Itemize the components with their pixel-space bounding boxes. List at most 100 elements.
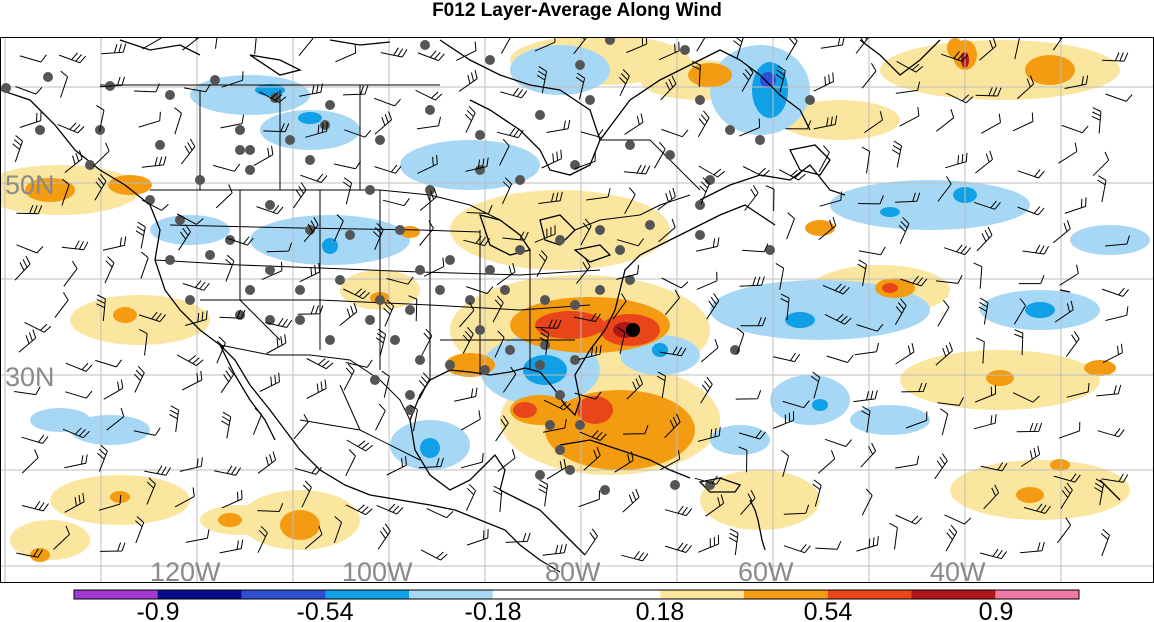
wind-barb — [781, 450, 790, 478]
wind-barb — [583, 446, 601, 471]
wind-barb — [665, 289, 680, 316]
wind-barb — [144, 465, 172, 476]
wind-barb — [696, 237, 720, 252]
wind-barb — [936, 275, 963, 284]
wind-barb — [1017, 206, 1045, 216]
wind-barb — [141, 156, 167, 168]
wind-barb — [419, 220, 434, 246]
wind-barb — [898, 216, 910, 245]
wind-barb — [219, 309, 246, 319]
wind-barb — [539, 328, 550, 355]
wind-barb — [812, 479, 822, 507]
wind-barb — [456, 41, 477, 61]
wind-barb — [698, 534, 720, 553]
wind-barb — [64, 454, 88, 469]
wind-barb — [225, 254, 235, 282]
wind-barb — [616, 264, 639, 280]
wind-barb — [900, 275, 928, 287]
wind-barb — [254, 37, 257, 55]
wind-barb — [576, 258, 591, 284]
wind-barb — [505, 532, 531, 543]
wind-barb — [739, 276, 765, 287]
wind-barb — [261, 261, 283, 281]
wind-barb — [861, 488, 873, 516]
map-panel: 50N 30N 120W 100W 80W 60W 40W — [0, 37, 1154, 587]
wind-barb — [937, 397, 964, 406]
wind-barb — [65, 390, 93, 399]
wind-barb — [169, 405, 180, 432]
wind-barb — [973, 200, 1001, 210]
wind-barb — [335, 43, 357, 63]
wind-barb — [182, 37, 201, 51]
wind-barb — [1017, 169, 1045, 179]
wind-barb — [59, 52, 87, 64]
wind-barb — [252, 407, 263, 435]
wind-barb — [226, 236, 254, 246]
wind-barb — [502, 366, 517, 393]
wind-barb — [811, 371, 821, 399]
colorbar-cell — [241, 590, 326, 599]
wind-barb — [215, 37, 218, 49]
wind-barb — [538, 479, 549, 507]
wind-barb — [65, 362, 93, 372]
colorbar-cell — [409, 590, 494, 599]
wind-barb — [299, 83, 323, 97]
wind-barb — [905, 411, 928, 429]
wind-barb — [106, 407, 125, 431]
wind-barb — [263, 123, 290, 133]
wind-barb — [894, 298, 907, 326]
wind-barb — [773, 411, 795, 429]
wind-barb — [899, 106, 920, 127]
wind-barb — [495, 415, 509, 442]
wind-barb — [460, 453, 484, 469]
wind-barb — [62, 427, 90, 439]
wind-barb — [372, 223, 384, 250]
wind-barb — [466, 528, 489, 546]
wind-barb — [696, 271, 718, 290]
wind-barb — [377, 523, 391, 550]
wind-barb — [1065, 331, 1080, 357]
wind-barb — [1097, 428, 1125, 438]
lon-label-40w: 40W — [930, 557, 986, 587]
wind-barb — [303, 217, 319, 243]
lat-label-50n: 50N — [5, 170, 55, 200]
wind-barb — [824, 313, 852, 325]
wind-barb — [178, 224, 191, 251]
wind-barb — [421, 328, 433, 356]
wind-barb — [374, 111, 393, 135]
wind-barb — [182, 370, 203, 391]
wind-barb — [1094, 478, 1105, 506]
wind-barb — [741, 65, 754, 92]
wind-barb — [626, 375, 644, 400]
wind-barb — [742, 243, 769, 253]
colorbar-cell — [995, 590, 1080, 599]
wind-barb — [1105, 235, 1130, 247]
wind-barb — [612, 293, 627, 320]
wind-barb — [535, 319, 562, 329]
wind-barb — [345, 359, 373, 368]
wind-barb — [373, 97, 401, 107]
wind-barb — [16, 548, 44, 558]
wind-barb — [578, 345, 602, 360]
wind-barb — [1102, 343, 1123, 364]
wind-barb — [855, 37, 870, 54]
wind-barb — [857, 259, 867, 287]
wind-barb — [460, 410, 481, 431]
wind-barb — [700, 376, 713, 404]
wind-barb — [133, 365, 145, 393]
wind-barb — [853, 390, 878, 403]
wind-barb — [492, 295, 504, 323]
wind-barb — [133, 427, 161, 436]
wind-barb — [617, 326, 626, 355]
wind-barb — [980, 113, 1001, 134]
wind-barb — [220, 114, 244, 129]
wind-barb — [1102, 52, 1129, 62]
wind-barb — [541, 149, 562, 169]
wind-barb — [463, 235, 491, 247]
wind-barb — [499, 138, 510, 166]
wind-barb — [742, 166, 770, 177]
wind-barb — [465, 157, 489, 172]
wind-barb — [542, 543, 567, 556]
wind-barb — [819, 191, 843, 207]
